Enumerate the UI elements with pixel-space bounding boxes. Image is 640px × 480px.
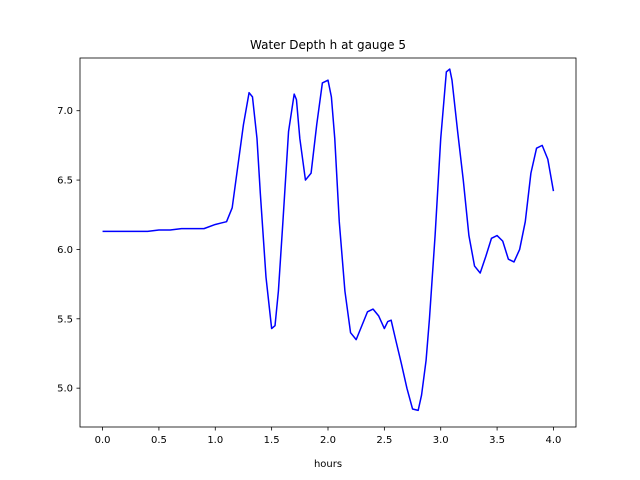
x-tick-label: 4.0 [546,435,562,446]
x-tick-label: 1.5 [264,435,280,446]
x-tick-label: 0.5 [151,435,167,446]
y-tick-label: 5.5 [57,314,73,325]
x-tick-label: 3.5 [489,435,505,446]
y-tick-label: 6.5 [57,176,73,187]
chart-title: Water Depth h at gauge 5 [250,38,406,52]
x-tick-label: 3.0 [433,435,449,446]
x-tick-label: 2.0 [320,435,336,446]
x-tick-label: 1.0 [207,435,223,446]
y-tick-label: 5.0 [57,384,73,395]
series-line-0 [102,68,555,412]
x-tick-label: 2.5 [376,435,392,446]
plot-area [102,68,555,412]
x-tick-label: 0.0 [95,435,111,446]
x-axis-label: hours [314,459,342,470]
y-tick-label: 7.0 [57,106,73,117]
y-tick-label: 6.0 [57,245,73,256]
axes: 0.0 0.5 1.0 1.5 2.0 2.5 3.0 3.5 4.0 5.0 5.5 6.0 6.5 7… [57,57,577,446]
